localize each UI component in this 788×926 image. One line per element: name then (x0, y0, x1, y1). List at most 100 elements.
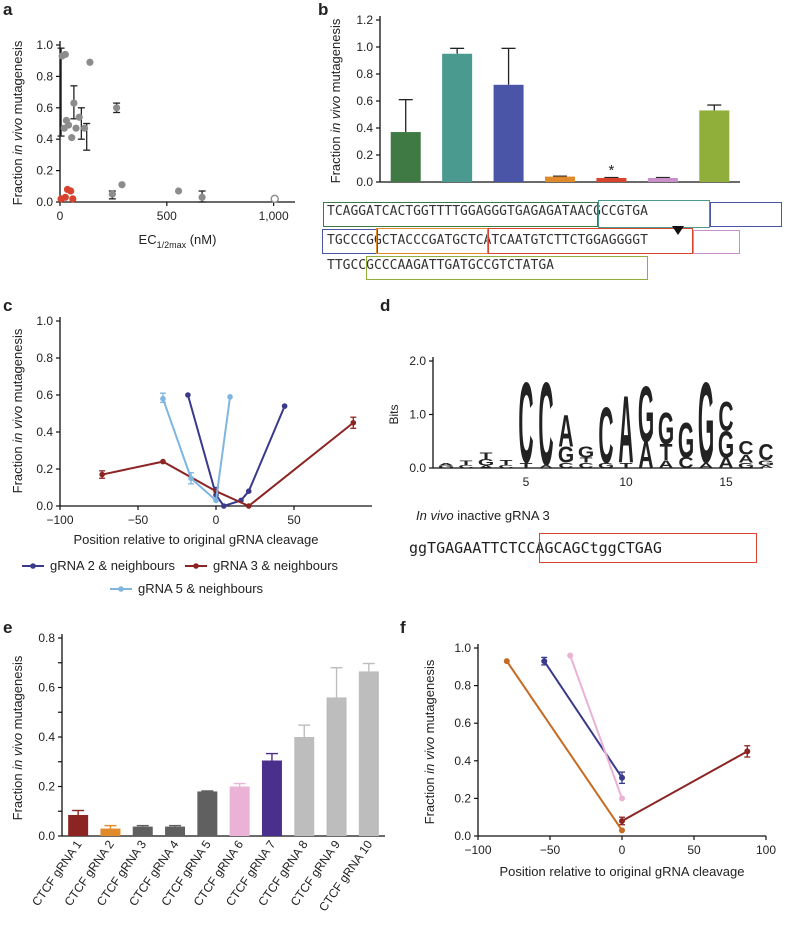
series-point (503, 658, 510, 665)
panel-label-b: b (318, 0, 329, 19)
series-point (99, 471, 105, 478)
logo-letter: T (500, 459, 513, 467)
series-point (160, 458, 166, 465)
bar (294, 737, 315, 836)
bar (545, 176, 575, 182)
x-tick-label: 1,000 (259, 209, 289, 223)
data-point-grey (174, 187, 183, 195)
panel-label-a: a (3, 0, 13, 19)
data-point-grey (108, 190, 116, 198)
x-tick-label: 500 (157, 209, 177, 223)
y-tick-label: 1.0 (36, 314, 53, 328)
series-point (245, 488, 252, 494)
data-point-grey (113, 104, 121, 112)
y-tick-label: 0.6 (36, 101, 53, 115)
data-point-red (69, 195, 77, 203)
logo-letter: C (738, 438, 753, 459)
y-tick-label: 0.0 (36, 499, 53, 513)
bar (596, 177, 627, 182)
series-point (567, 652, 574, 659)
y-tick-label: 0.2 (36, 164, 53, 178)
legend-marker (30, 563, 36, 569)
y-tick-label: 0.0 (454, 829, 471, 843)
series-point (619, 817, 625, 824)
logo-letter: T (520, 462, 533, 470)
series-point (227, 394, 233, 400)
x-tick-label: 10 (619, 475, 633, 489)
y-tick-label: 0.8 (356, 67, 373, 81)
series-point (744, 748, 751, 755)
y-tick-label: 0.6 (454, 716, 471, 730)
bar (390, 132, 421, 182)
series-point (619, 795, 625, 802)
legend-marker (118, 586, 124, 592)
logo-letter: C (558, 462, 573, 470)
y-tick-label: 1.2 (356, 13, 373, 27)
y-tick-label: 1.0 (454, 641, 471, 655)
significance-marker: * (609, 162, 615, 179)
logo-letter: G (638, 370, 654, 459)
logo-letter: T (620, 462, 633, 470)
y-axis-label: Bits (387, 404, 401, 424)
y-tick-label: 0.4 (356, 121, 373, 135)
y-tick-label: 0.8 (38, 631, 55, 645)
logo-letter: G (478, 457, 494, 467)
x-axis-label: EC1/2max (nM) (139, 232, 217, 250)
data-point-grey (118, 181, 126, 189)
legend-label: gRNA 3 & neighbours (213, 558, 339, 573)
x-tick-label: −50 (128, 513, 149, 527)
y-tick-label: 0.2 (356, 148, 373, 162)
series-line (101, 421, 354, 508)
logo-letter: G (758, 459, 774, 467)
motif-highlight-box (539, 533, 757, 563)
y-tick-label: 0.8 (454, 679, 471, 693)
cleavage-marker-icon (672, 226, 684, 235)
seq-box-blue-bottom (322, 229, 378, 254)
motif-caption: In vivo inactive gRNA 3 (416, 508, 550, 523)
y-tick-label: 0.8 (36, 69, 53, 83)
logo-letter: A (438, 462, 453, 466)
series-point (185, 392, 191, 398)
panel-label-c: c (3, 296, 13, 315)
series-point (245, 503, 252, 509)
bar (493, 84, 524, 182)
series-point (619, 827, 625, 834)
y-tick-label: 1.0 (36, 38, 53, 52)
x-tick-label: 50 (287, 513, 301, 527)
logo-letter: C (758, 439, 773, 465)
series-point (541, 658, 548, 665)
logo-letter: T (660, 439, 673, 465)
data-point-grey (72, 124, 80, 132)
seq-box-green (323, 202, 598, 227)
seq-box-lime (366, 256, 648, 280)
bar (100, 828, 121, 836)
panel-label-d: d (380, 296, 391, 315)
logo-letter: A (638, 433, 653, 476)
logo-letter: A (538, 464, 553, 469)
y-tick-label: 1.0 (409, 408, 426, 422)
logo-letter: A (698, 462, 713, 470)
data-point-grey (68, 134, 76, 142)
series-line (569, 655, 623, 799)
y-tick-label: 0.4 (36, 132, 53, 146)
series-line (621, 750, 748, 822)
bar (699, 110, 730, 182)
x-tick-label: 0 (213, 513, 220, 527)
data-point-red (67, 187, 75, 195)
bar (326, 697, 347, 836)
bar (647, 177, 678, 182)
x-axis-label: Position relative to original gRNA cleav… (74, 532, 319, 547)
logo-letter: G (438, 465, 454, 469)
motif-sequence: ggTGAGAATTCTCCAGCAGCtggCTGAG (409, 539, 662, 557)
x-axis-label: Position relative to original gRNA cleav… (500, 864, 745, 879)
logo-letter: G (698, 360, 714, 488)
legend-marker (193, 563, 199, 569)
series-point (619, 774, 625, 781)
logo-letter: A (738, 452, 753, 465)
chart-c-lines: 0.0 0.2 0.4 0.6 0.8 1.0 −100 −50 0 50 Position rel… (10, 314, 372, 596)
series-line (186, 394, 286, 508)
logo-letter: C (718, 394, 733, 441)
x-tick-label: −100 (464, 843, 491, 857)
y-tick-label: 0.6 (38, 681, 55, 695)
